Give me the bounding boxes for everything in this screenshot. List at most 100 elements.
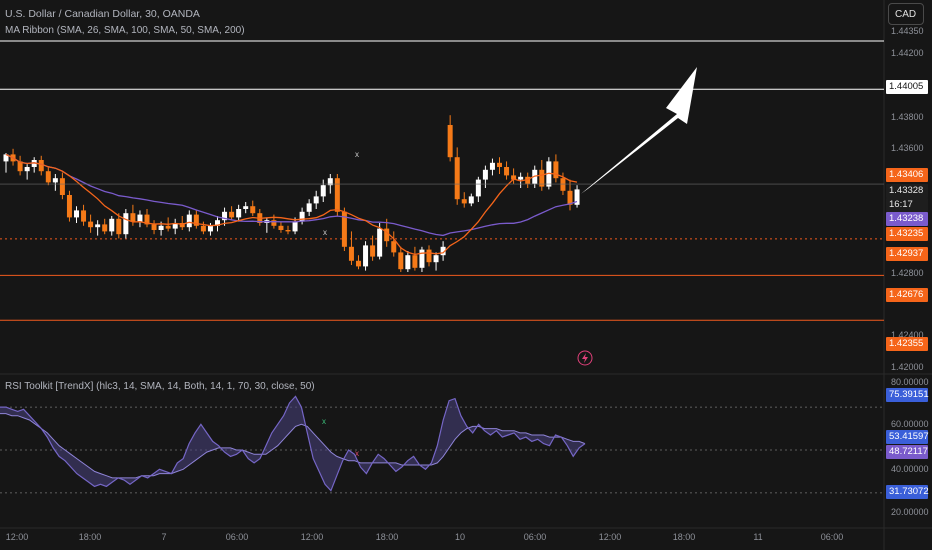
candle-body bbox=[74, 210, 79, 218]
price-tick: 1.44200 bbox=[891, 48, 924, 58]
price-tag: 1.44005 bbox=[886, 80, 928, 94]
time-tick: 12:00 bbox=[5, 532, 29, 542]
rsi-legend[interactable]: RSI Toolkit [TrendX] (hlc3, 14, SMA, 14,… bbox=[5, 381, 315, 392]
candle-body bbox=[475, 179, 481, 197]
candle-body bbox=[461, 199, 467, 204]
time-tick: 18:00 bbox=[78, 532, 102, 542]
candle-body bbox=[334, 178, 340, 212]
price-tag: 1.42937 bbox=[886, 247, 928, 261]
candle-body bbox=[250, 206, 256, 214]
candle-body bbox=[412, 255, 418, 268]
rsi-signal-line bbox=[0, 413, 586, 479]
event-marker: x bbox=[355, 150, 359, 159]
candle-body bbox=[482, 169, 488, 180]
candle-body bbox=[313, 196, 319, 204]
candle-body bbox=[567, 190, 573, 205]
candle-body bbox=[377, 228, 383, 257]
candle-body bbox=[405, 255, 411, 270]
ma-fast-line bbox=[5, 153, 578, 256]
candle-body bbox=[518, 176, 524, 180]
candle-body bbox=[356, 260, 361, 267]
candle-body bbox=[215, 220, 220, 226]
price-tick: 1.43800 bbox=[891, 112, 924, 122]
candle-body bbox=[384, 228, 390, 242]
candle-body bbox=[186, 214, 192, 228]
candle-body bbox=[52, 178, 58, 183]
price-tag: 1.42355 bbox=[886, 337, 928, 351]
event-marker: x bbox=[355, 449, 359, 458]
rsi-tick: 20.00000 bbox=[891, 507, 929, 517]
candle-body bbox=[193, 214, 199, 226]
rsi-tag: 48.72117 bbox=[886, 445, 928, 459]
candle-body bbox=[363, 245, 369, 267]
candle-body bbox=[38, 160, 44, 172]
candle-body bbox=[271, 220, 277, 226]
candle-body bbox=[172, 223, 178, 229]
candle-body bbox=[447, 125, 453, 158]
time-tick: 06:00 bbox=[523, 532, 547, 542]
price-tick: 1.42800 bbox=[891, 268, 924, 278]
time-tick: 06:00 bbox=[820, 532, 844, 542]
candle-body bbox=[130, 213, 136, 222]
candle-body bbox=[370, 245, 376, 257]
candle-body bbox=[95, 224, 101, 228]
candle-body bbox=[17, 161, 23, 172]
candle-body bbox=[398, 252, 404, 270]
candle-body bbox=[327, 178, 333, 186]
candle-body bbox=[179, 223, 185, 228]
price-tag: 16:17 bbox=[886, 198, 928, 212]
candle-body bbox=[489, 162, 495, 170]
candle-body bbox=[539, 169, 545, 187]
price-tick: 1.42400 bbox=[891, 330, 924, 340]
candle-body bbox=[546, 161, 552, 187]
price-tick: 1.44350 bbox=[891, 26, 924, 36]
candle-body bbox=[200, 225, 206, 232]
price-tag: 1.43235 bbox=[886, 227, 928, 241]
symbol-title: U.S. Dollar / Canadian Dollar, 30, OANDA bbox=[5, 8, 200, 20]
candle-body bbox=[24, 167, 30, 172]
candle-body bbox=[144, 214, 150, 225]
time-tick: 06:00 bbox=[225, 532, 249, 542]
ma-ribbon-legend[interactable]: MA Ribbon (SMA, 26, SMA, 100, SMA, 50, S… bbox=[5, 25, 245, 36]
candle-body bbox=[137, 214, 143, 222]
event-marker: x bbox=[323, 228, 327, 237]
candle-body bbox=[59, 178, 65, 195]
candle-body bbox=[88, 221, 94, 228]
event-marker: x bbox=[322, 417, 326, 426]
candle-body bbox=[207, 225, 213, 232]
price-tag: 1.42676 bbox=[886, 288, 928, 302]
time-tick: 12:00 bbox=[300, 532, 324, 542]
price-tag: 1.43328 bbox=[886, 184, 928, 198]
candle-body bbox=[66, 195, 72, 218]
candle-body bbox=[433, 255, 439, 263]
candle-body bbox=[123, 213, 129, 235]
rsi-tick: 40.00000 bbox=[891, 464, 929, 474]
candle-body bbox=[320, 185, 326, 197]
candle-body bbox=[348, 246, 354, 261]
rsi-fill bbox=[0, 396, 585, 491]
candle-body bbox=[102, 224, 108, 232]
candle-body bbox=[468, 196, 474, 204]
time-tick: 7 bbox=[161, 532, 167, 542]
time-tick: 18:00 bbox=[672, 532, 696, 542]
rsi-tick: 60.00000 bbox=[891, 419, 929, 429]
candle-body bbox=[560, 178, 566, 191]
candle-body bbox=[278, 225, 284, 230]
price-tag: 1.43238 bbox=[886, 212, 928, 226]
candle-body bbox=[497, 162, 502, 167]
candle-body bbox=[116, 218, 122, 235]
candle-body bbox=[81, 210, 87, 222]
price-tag: 1.43406 bbox=[886, 168, 928, 182]
candle-body bbox=[574, 189, 580, 205]
lightning-bolt bbox=[582, 353, 588, 363]
price-tick: 1.42000 bbox=[891, 362, 924, 372]
candle-body bbox=[165, 225, 171, 229]
lightning-icon bbox=[577, 350, 593, 366]
rsi-tick: 80.00000 bbox=[891, 377, 929, 387]
candle-body bbox=[553, 161, 559, 179]
price-tick: 1.43600 bbox=[891, 143, 924, 153]
candle-body bbox=[391, 241, 397, 253]
currency-button[interactable]: CAD bbox=[888, 3, 924, 25]
candle-body bbox=[243, 206, 249, 209]
